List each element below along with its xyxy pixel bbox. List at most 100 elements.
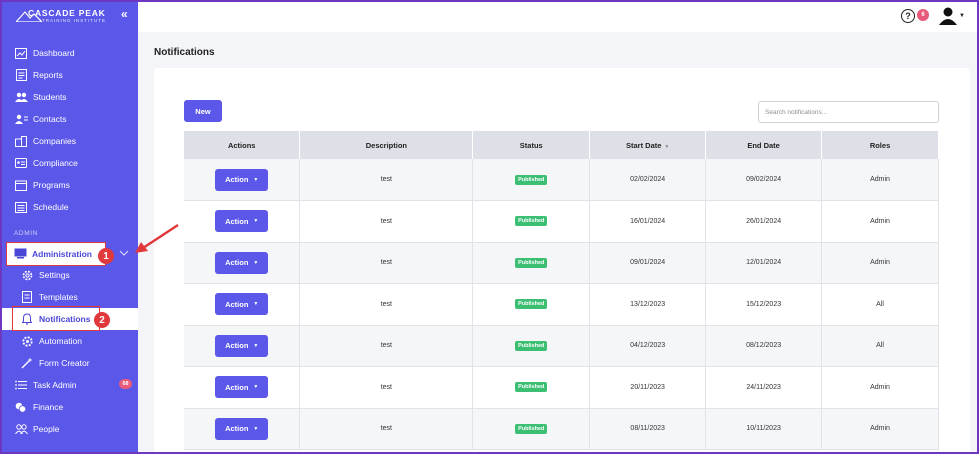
cell-start-date: 16/01/2024 [589,200,707,243]
status-badge: Published [515,257,548,268]
action-button-label: Action [225,341,249,351]
column-header-actions: Actions [184,131,301,159]
cell-actions: Action ▼ [184,200,301,243]
table-row: Action ▼ test Published 08/11/2023 10/11/2023… [184,408,939,450]
gear-icon [20,269,34,281]
action-button-label: Action [225,424,249,434]
highlight-box [12,306,100,331]
sidebar-item-people[interactable]: People [2,418,138,440]
column-header-status[interactable]: Status [472,131,591,159]
action-dropdown-button[interactable]: Action ▼ [215,210,269,233]
building-icon [14,135,28,147]
caret-down-icon: ▼ [253,301,259,308]
cell-status: Published [472,366,591,409]
user-avatar-icon[interactable] [938,7,958,25]
cell-roles: Admin [821,200,939,243]
help-icon[interactable]: ? [901,9,915,23]
sidebar-item-label: Notifications [39,314,91,324]
brand-name: CASCADE PEAK [28,8,106,18]
cell-start-date: 20/11/2023 [589,366,707,409]
sidebar-item-form-creator[interactable]: Form Creator [2,352,138,374]
cell-roles: Admin [821,366,939,409]
sidebar-item-finance[interactable]: Finance [2,396,138,418]
search-input[interactable] [758,101,939,123]
action-button-label: Action [225,175,249,184]
sidebar-item-label: Programs [33,180,70,190]
sidebar: CASCADE PEAK TRAINING INSTITUTE « Dashbo… [2,2,138,452]
users-icon [14,91,28,103]
sidebar-item-automation[interactable]: Automation [2,330,138,352]
column-header-label: Start Date [625,140,662,150]
contacts-icon [14,113,28,125]
sidebar-item-administration[interactable]: Administration [6,242,106,266]
cell-roles: All [821,325,939,367]
sidebar-item-companies[interactable]: Companies [2,130,138,152]
table-row: Action ▼ test Published 13/12/2023 15/12/2023… [184,283,939,326]
sidebar-item-task-admin[interactable]: Task Admin [2,374,138,396]
cell-status: Published [472,242,591,284]
sidebar-item-label: Task Admin [33,380,77,390]
sidebar-item-reports[interactable]: Reports [2,64,138,86]
people-icon [14,423,28,435]
action-dropdown-button[interactable]: Action ▼ [215,376,269,399]
caret-down-icon: ▼ [253,176,259,183]
column-header-start-date[interactable]: Start Date ▼ [589,131,707,159]
collapse-sidebar-icon[interactable]: « [121,7,128,21]
caret-down-icon: ▼ [253,342,259,349]
id-card-icon [14,157,28,169]
task-admin-badge: 68 [119,379,132,389]
cell-roles: All [821,283,939,326]
status-badge: Published [515,216,548,227]
sidebar-item-students[interactable]: Students [2,86,138,108]
help-badge: 6 [917,9,929,21]
user-menu-caret-icon[interactable]: ▼ [959,13,965,19]
sidebar-item-schedule[interactable]: Schedule [2,196,138,218]
cell-status: Published [472,159,591,201]
sidebar-item-settings[interactable]: Settings [2,264,138,286]
section-label-admin: ADMIN [14,230,38,237]
sidebar-item-programs[interactable]: Programs [2,174,138,196]
column-header-roles[interactable]: Roles [821,131,939,159]
caret-down-icon: ▼ [253,259,259,266]
cell-end-date: 15/12/2023 [705,283,823,326]
cell-start-date: 09/01/2024 [589,242,707,284]
table-row: Action ▼ test Published 04/12/2023 08/12/2023… [184,325,939,367]
cell-status: Published [472,200,591,243]
chart-line-icon [14,47,28,59]
chevron-down-icon[interactable] [119,248,129,258]
cell-actions: Action ▼ [184,408,301,450]
cell-start-date: 08/11/2023 [589,408,707,450]
sidebar-item-templates[interactable]: Templates [2,286,138,308]
sidebar-item-label: Dashboard [33,48,75,58]
action-button-label: Action [225,216,249,226]
column-header-description[interactable]: Description [299,131,474,159]
bell-icon [20,313,34,325]
status-badge: Published [515,423,548,434]
action-dropdown-button[interactable]: Action ▼ [215,293,269,316]
cell-roles: Admin [821,408,939,450]
cell-actions: Action ▼ [184,242,301,284]
table-row: Action ▼ test Published 09/01/2024 12/01/2024… [184,242,939,284]
sort-down-icon: ▼ [664,143,670,150]
action-button-label: Action [225,299,249,309]
action-dropdown-button[interactable]: Action ▼ [215,334,269,357]
magic-wand-icon [20,357,34,369]
action-dropdown-button[interactable]: Action ▼ [215,168,269,191]
sidebar-item-dashboard[interactable]: Dashboard [2,42,138,64]
sidebar-item-compliance[interactable]: Compliance [2,152,138,174]
sidebar-item-label: Schedule [33,202,69,212]
sidebar-item-label: Companies [33,136,76,146]
action-dropdown-button[interactable]: Action ▼ [215,251,269,274]
cell-description: test [299,159,474,201]
new-notification-button[interactable]: New [184,100,222,122]
table-row: Action ▼ test Published 16/01/2024 26/01/2024… [184,200,939,243]
sidebar-item-contacts[interactable]: Contacts [2,108,138,130]
cell-description: test [299,325,474,367]
sidebar-item-label: Contacts [33,114,67,124]
table-row: Action ▼ test Published 02/02/2024 09/02/2024… [184,159,939,201]
column-header-end-date[interactable]: End Date [705,131,823,159]
report-icon [14,69,28,81]
caret-down-icon: ▼ [253,425,259,432]
action-dropdown-button[interactable]: Action ▼ [215,417,269,440]
list-icon [14,379,28,391]
